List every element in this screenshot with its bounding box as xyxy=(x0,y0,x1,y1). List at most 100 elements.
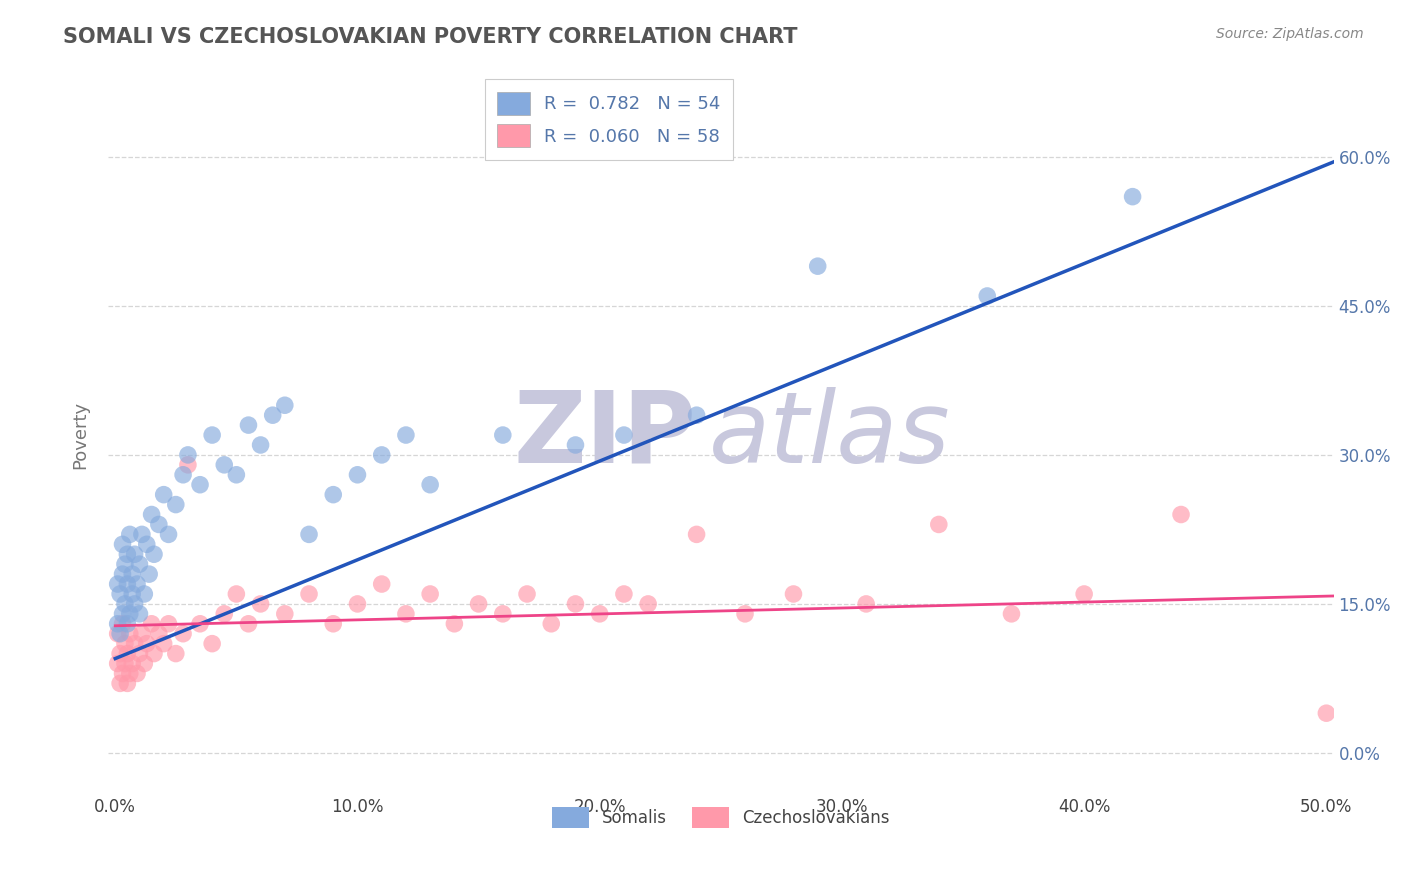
Point xyxy=(141,616,163,631)
Point xyxy=(807,259,830,273)
Point xyxy=(107,577,129,591)
Point xyxy=(1000,607,1022,621)
Point xyxy=(1073,587,1095,601)
Point xyxy=(782,587,804,601)
Point xyxy=(108,587,131,601)
Point xyxy=(564,438,586,452)
Point xyxy=(128,647,150,661)
Point xyxy=(124,637,146,651)
Point xyxy=(124,597,146,611)
Point xyxy=(135,537,157,551)
Point xyxy=(516,587,538,601)
Point xyxy=(238,616,260,631)
Point xyxy=(1170,508,1192,522)
Point xyxy=(685,408,707,422)
Point xyxy=(1122,189,1144,203)
Point xyxy=(165,498,187,512)
Point xyxy=(370,448,392,462)
Point xyxy=(131,527,153,541)
Point xyxy=(121,567,143,582)
Point xyxy=(201,428,224,442)
Point xyxy=(108,676,131,690)
Point xyxy=(114,597,136,611)
Point xyxy=(976,289,998,303)
Point xyxy=(734,607,756,621)
Point xyxy=(138,567,160,582)
Point xyxy=(298,527,321,541)
Point xyxy=(492,428,515,442)
Point xyxy=(117,547,139,561)
Point xyxy=(855,597,877,611)
Point xyxy=(152,637,174,651)
Point xyxy=(540,616,562,631)
Point xyxy=(165,647,187,661)
Point xyxy=(124,547,146,561)
Point xyxy=(370,577,392,591)
Point xyxy=(157,527,180,541)
Point xyxy=(346,597,368,611)
Point xyxy=(134,657,156,671)
Point xyxy=(111,666,134,681)
Point xyxy=(117,577,139,591)
Point xyxy=(108,626,131,640)
Point xyxy=(107,657,129,671)
Point xyxy=(125,577,148,591)
Point xyxy=(157,616,180,631)
Legend: Somalis, Czechoslovakians: Somalis, Czechoslovakians xyxy=(546,801,896,834)
Point xyxy=(298,587,321,601)
Point xyxy=(111,567,134,582)
Point xyxy=(177,448,200,462)
Point xyxy=(117,616,139,631)
Text: Source: ZipAtlas.com: Source: ZipAtlas.com xyxy=(1216,27,1364,41)
Point xyxy=(172,626,194,640)
Point xyxy=(114,657,136,671)
Point xyxy=(143,547,166,561)
Point xyxy=(121,657,143,671)
Point xyxy=(443,616,465,631)
Point xyxy=(685,527,707,541)
Point xyxy=(589,607,612,621)
Point xyxy=(118,666,141,681)
Point xyxy=(346,467,368,482)
Point xyxy=(395,428,418,442)
Y-axis label: Poverty: Poverty xyxy=(72,401,89,469)
Point xyxy=(419,477,441,491)
Point xyxy=(928,517,950,532)
Point xyxy=(114,637,136,651)
Point xyxy=(322,488,344,502)
Point xyxy=(322,616,344,631)
Point xyxy=(395,607,418,621)
Point xyxy=(131,626,153,640)
Point xyxy=(111,616,134,631)
Text: ZIP: ZIP xyxy=(513,386,696,483)
Point xyxy=(419,587,441,601)
Point xyxy=(143,647,166,661)
Point xyxy=(249,597,271,611)
Point xyxy=(128,607,150,621)
Point xyxy=(1315,706,1337,721)
Point xyxy=(141,508,163,522)
Point xyxy=(107,616,129,631)
Point xyxy=(108,647,131,661)
Point xyxy=(128,557,150,571)
Point xyxy=(172,467,194,482)
Point xyxy=(613,428,636,442)
Point xyxy=(114,557,136,571)
Point xyxy=(274,398,297,412)
Point xyxy=(613,587,636,601)
Point xyxy=(188,477,211,491)
Point xyxy=(249,438,271,452)
Point xyxy=(107,626,129,640)
Point xyxy=(118,626,141,640)
Point xyxy=(118,607,141,621)
Point xyxy=(125,666,148,681)
Point xyxy=(121,587,143,601)
Point xyxy=(262,408,284,422)
Point xyxy=(467,597,489,611)
Point xyxy=(201,637,224,651)
Point xyxy=(152,488,174,502)
Point xyxy=(117,676,139,690)
Point xyxy=(274,607,297,621)
Point xyxy=(214,458,236,472)
Point xyxy=(225,587,247,601)
